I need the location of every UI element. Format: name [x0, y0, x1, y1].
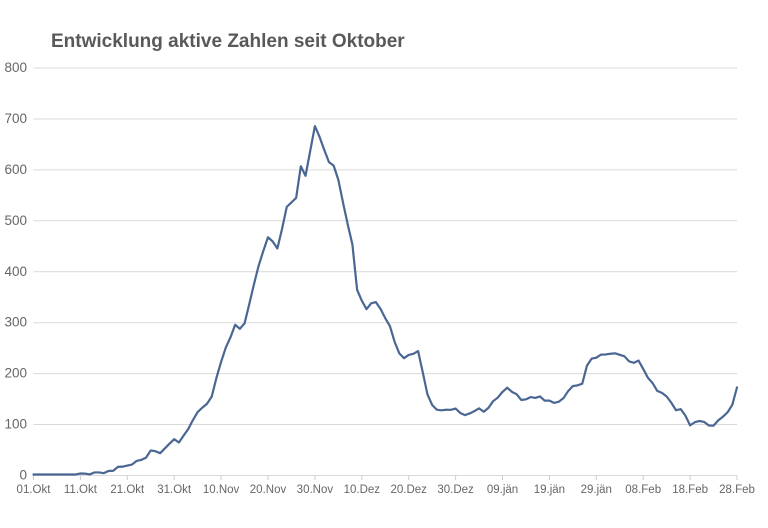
svg-text:100: 100: [4, 417, 27, 432]
svg-text:300: 300: [4, 315, 27, 330]
svg-text:20.Dez: 20.Dez: [390, 484, 427, 496]
svg-text:09.jän: 09.jän: [487, 484, 518, 496]
svg-text:600: 600: [4, 162, 27, 177]
svg-text:700: 700: [4, 111, 27, 126]
svg-text:20.Nov: 20.Nov: [250, 484, 287, 496]
svg-text:30.Dez: 30.Dez: [437, 484, 474, 496]
svg-text:0: 0: [19, 468, 27, 483]
svg-text:500: 500: [4, 213, 27, 228]
svg-text:800: 800: [4, 60, 27, 75]
svg-text:30.Nov: 30.Nov: [297, 484, 334, 496]
svg-text:01.Okt: 01.Okt: [17, 484, 52, 496]
svg-text:29.jän: 29.jän: [581, 484, 612, 496]
svg-text:10.Nov: 10.Nov: [203, 484, 240, 496]
svg-text:28.Feb: 28.Feb: [719, 484, 755, 496]
svg-text:400: 400: [4, 264, 27, 279]
svg-text:18.Feb: 18.Feb: [672, 484, 708, 496]
svg-text:19.jän: 19.jän: [534, 484, 565, 496]
svg-text:200: 200: [4, 366, 27, 381]
svg-text:08.Feb: 08.Feb: [625, 484, 661, 496]
svg-text:21.Okt: 21.Okt: [110, 484, 145, 496]
svg-text:11.Okt: 11.Okt: [64, 484, 98, 496]
svg-text:10.Dez: 10.Dez: [344, 484, 381, 496]
svg-text:31.Okt: 31.Okt: [157, 484, 192, 496]
